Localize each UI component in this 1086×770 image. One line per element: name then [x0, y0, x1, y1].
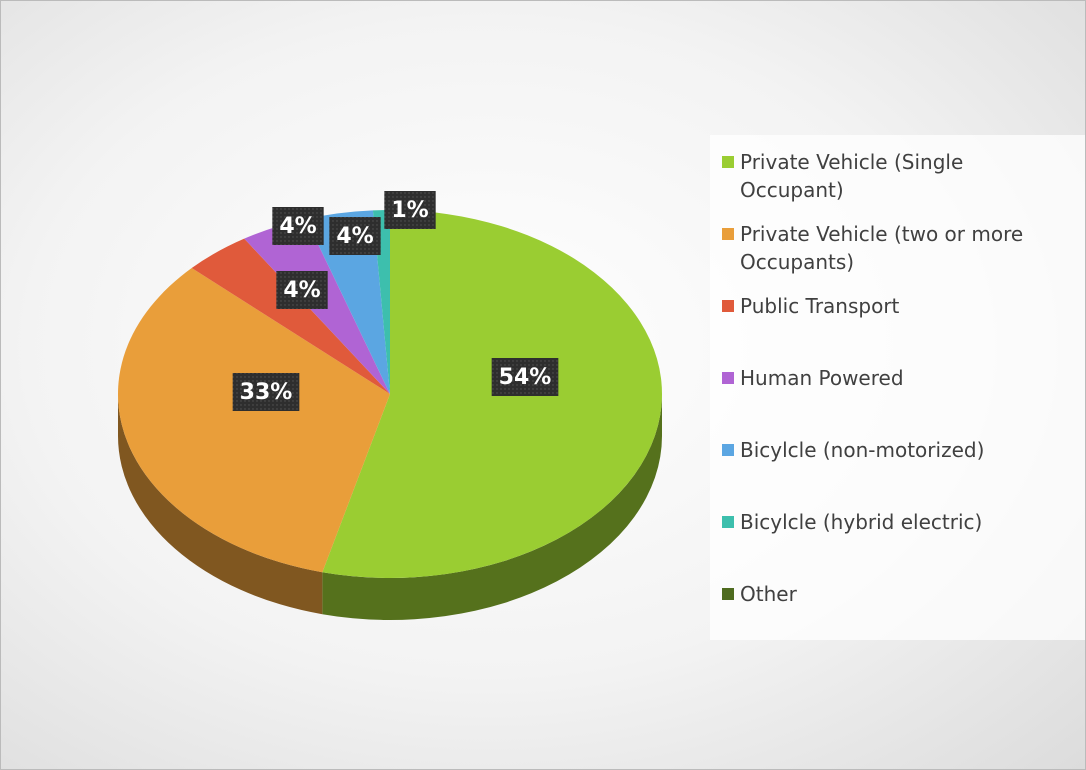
legend-swatch: [722, 228, 734, 240]
legend: Private Vehicle (Single Occupant) Private…: [710, 135, 1085, 640]
legend-swatch: [722, 444, 734, 456]
legend-label: Private Vehicle (two or more Occupants): [740, 222, 1024, 274]
legend-entry: Bicylcle (hybrid electric): [722, 508, 1072, 580]
pie-slice: [117, 268, 390, 573]
legend-swatch: [722, 156, 734, 168]
data-label: 4%: [276, 271, 328, 309]
data-label: 54%: [491, 358, 559, 396]
legend-label: Private Vehicle (Single Occupant): [740, 150, 964, 202]
legend-swatch: [722, 588, 734, 600]
slice-side: [322, 394, 662, 620]
data-label-box: [232, 373, 300, 411]
data-label-box: [384, 191, 436, 229]
legend-label: Bicylcle (non-motorized): [740, 438, 985, 462]
slice-side: [118, 394, 323, 615]
data-label: 4%: [272, 207, 324, 245]
pie-slice: [191, 238, 390, 394]
data-label-box: [276, 271, 328, 309]
data-label-text: 4%: [336, 224, 373, 249]
data-label-box: [272, 207, 324, 245]
data-label-text: 4%: [283, 278, 320, 303]
data-label: 1%: [384, 191, 436, 229]
legend-entry: Other: [722, 580, 1072, 652]
legend-label: Human Powered: [740, 366, 904, 390]
data-label: 4%: [329, 217, 381, 255]
data-label-box: [329, 217, 381, 255]
legend-swatch: [722, 516, 734, 528]
pie-slice: [372, 210, 390, 394]
legend-entry: Public Transport: [722, 292, 1072, 364]
legend-entry: Private Vehicle (Single Occupant): [722, 148, 1072, 220]
data-label-text: 1%: [391, 198, 428, 223]
legend-label: Public Transport: [740, 294, 900, 318]
legend-swatch: [722, 300, 734, 312]
data-label-text: 54%: [499, 365, 552, 390]
legend-entry: Bicylcle (non-motorized): [722, 436, 1072, 508]
data-label-text: 4%: [279, 214, 316, 239]
data-label-box: [491, 358, 559, 396]
pie-slice: [305, 210, 390, 394]
legend-entry: Private Vehicle (two or more Occupants): [722, 220, 1072, 292]
legend-label: Other: [740, 582, 797, 606]
legend-label: Bicylcle (hybrid electric): [740, 510, 983, 534]
data-label-text: 33%: [240, 380, 293, 405]
legend-swatch: [722, 372, 734, 384]
data-label: 33%: [232, 373, 300, 411]
legend-entry: Human Powered: [722, 364, 1072, 436]
